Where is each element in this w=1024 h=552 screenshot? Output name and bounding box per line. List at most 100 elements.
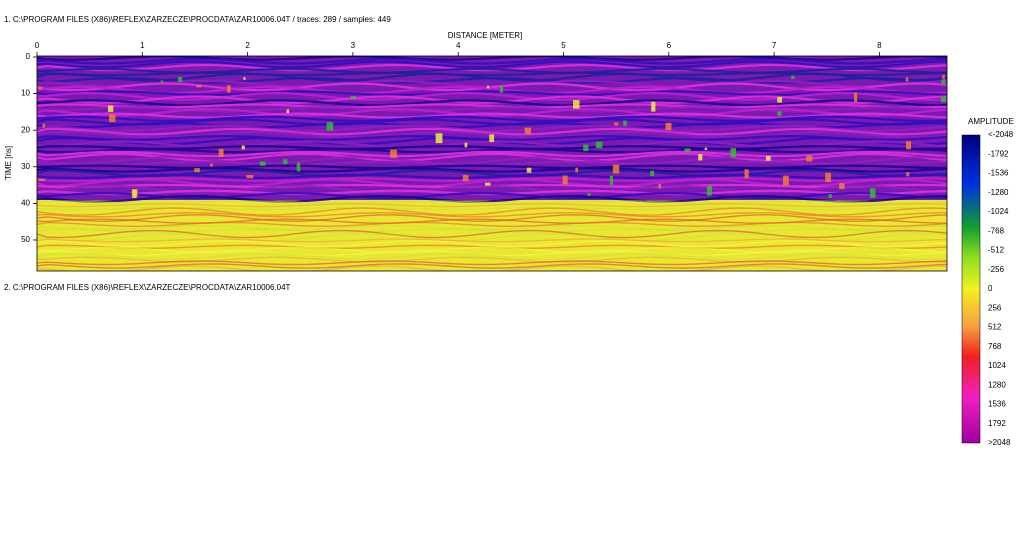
noise-patch <box>684 148 691 152</box>
radargram <box>37 56 947 271</box>
noise-patch <box>906 172 910 177</box>
y-axis-label: TIME [ns] <box>4 146 13 180</box>
x-tick-label: 4 <box>456 41 461 50</box>
noise-patch <box>246 174 254 179</box>
colorbar-label: -1792 <box>988 149 1009 158</box>
noise-patch <box>651 101 656 112</box>
reflection-band <box>37 265 947 271</box>
reflection-band <box>37 91 947 101</box>
noise-patch <box>241 145 245 150</box>
reflection-band <box>37 192 947 200</box>
colorbar-label: 1024 <box>988 361 1006 370</box>
x-tick-label: 1 <box>140 41 145 50</box>
x-tick-label: 5 <box>561 41 566 50</box>
noise-patch <box>744 169 749 179</box>
reflection-band <box>37 173 947 180</box>
radargram-lower <box>37 200 947 271</box>
reflection-band <box>37 107 947 117</box>
noise-patch <box>350 96 356 100</box>
noise-patch <box>286 109 290 114</box>
noise-patch <box>243 77 246 80</box>
noise-patch <box>218 148 224 158</box>
noise-patch <box>499 85 503 93</box>
reflection-band <box>37 90 947 96</box>
x-tick-label: 7 <box>772 41 777 50</box>
noise-patch <box>704 147 708 151</box>
colorbar-label: -1280 <box>988 188 1009 197</box>
noise-patch <box>462 175 469 182</box>
noise-patch <box>707 185 712 196</box>
noise-patch <box>825 172 831 183</box>
noise-patch <box>109 114 116 123</box>
noise-patch <box>587 192 591 197</box>
noise-patch <box>791 75 795 80</box>
y-tick-label: 20 <box>21 125 30 134</box>
colorbar-label: 0 <box>988 284 993 293</box>
reflection-band <box>37 214 947 222</box>
colorbar <box>961 134 981 444</box>
noise-patch <box>573 100 580 109</box>
noise-patch <box>583 144 589 152</box>
profile-title: 2. C:\PROGRAM FILES (X86)\REFLEX\ZARZECZ… <box>4 283 291 292</box>
noise-patch <box>942 74 945 80</box>
reflection-band <box>37 95 947 104</box>
reflection-band <box>37 233 947 242</box>
colorbar-label: -1024 <box>988 207 1009 216</box>
x-tick-label: 8 <box>877 41 882 50</box>
reflection-band <box>37 239 947 248</box>
reflection-band <box>37 167 947 173</box>
reflection-band <box>37 228 947 234</box>
noise-patch <box>526 167 532 173</box>
noise-patch <box>730 148 737 158</box>
reflection-band <box>37 200 947 204</box>
noise-patch <box>614 122 619 126</box>
colorbar-label: 1280 <box>988 380 1006 389</box>
noise-patch <box>562 175 568 185</box>
reflection-band <box>37 206 947 211</box>
reflection-band <box>37 263 947 269</box>
reflection-band <box>37 169 947 178</box>
colorbar-label: 1536 <box>988 400 1006 409</box>
colorbar-label: 768 <box>988 342 1002 351</box>
y-tick-label: 30 <box>21 162 30 171</box>
noise-patch <box>777 111 782 116</box>
x-tick-label: 3 <box>351 41 356 50</box>
y-tick-label: 10 <box>21 89 30 98</box>
noise-patch <box>296 162 301 172</box>
noise-patch <box>941 79 946 85</box>
plot-frame <box>36 55 948 272</box>
noise-patch <box>524 127 532 135</box>
reflection-band <box>37 252 947 261</box>
colorbar-title: AMPLITUDE <box>968 117 1014 126</box>
noise-patch <box>854 92 858 103</box>
noise-patch <box>38 178 45 182</box>
noise-patch <box>259 161 266 166</box>
reflection-band <box>37 156 947 165</box>
noise-patch <box>489 134 495 143</box>
noise-patch <box>132 189 137 199</box>
colorbar-label: >2048 <box>988 438 1011 447</box>
reflection-band <box>37 60 947 69</box>
reflection-band <box>37 127 947 136</box>
noise-patch <box>765 156 771 161</box>
x-tick-label: 6 <box>667 41 672 50</box>
noise-patch <box>485 182 491 186</box>
noise-patch <box>698 154 703 161</box>
reflection-band <box>37 152 947 162</box>
noise-patch <box>210 163 213 167</box>
reflection-band <box>37 124 947 133</box>
reflection-band <box>37 71 947 77</box>
noise-patch <box>160 80 164 84</box>
reflection-band <box>37 207 947 216</box>
x-axis-label: DISTANCE [METER] <box>448 31 523 40</box>
colorbar-label: -512 <box>988 246 1005 255</box>
noise-patch <box>283 159 288 165</box>
reflection-band <box>37 212 947 218</box>
reflection-band <box>37 118 947 126</box>
reflection-band <box>37 148 947 154</box>
noise-patch <box>782 175 789 186</box>
noise-patch <box>609 175 614 185</box>
y-tick-label: 0 <box>26 52 31 61</box>
reflection-band <box>37 238 947 243</box>
